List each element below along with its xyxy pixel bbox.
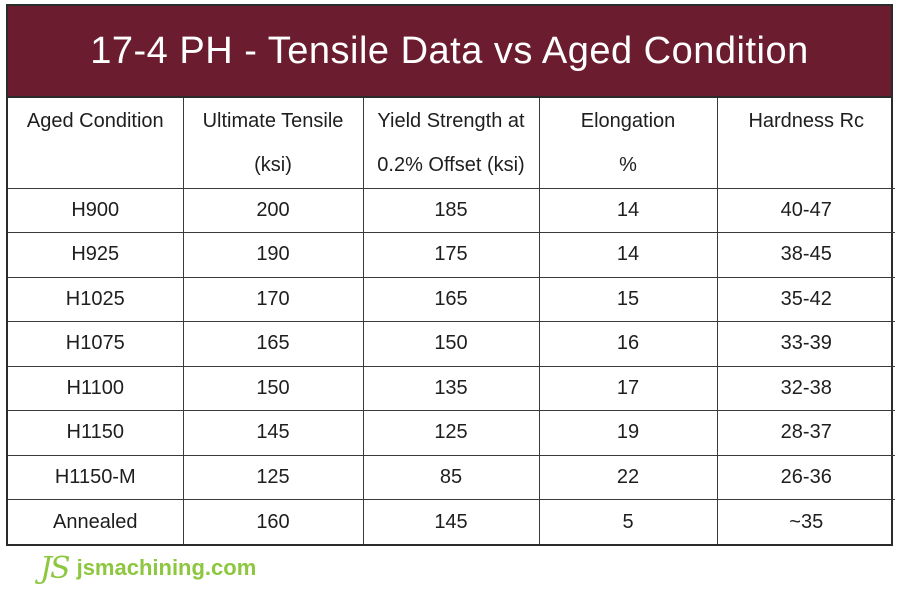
header-text: Hardness Rc xyxy=(748,110,865,132)
page-title: 17-4 PH - Tensile Data vs Aged Condition xyxy=(90,29,809,72)
cell-elongation: 14 xyxy=(538,187,718,233)
header-text: (ksi) xyxy=(254,154,292,176)
header-elongation: Elongation % xyxy=(538,98,718,189)
tensile-data-table: Aged Condition Ultimate Tensile (ksi) Yi… xyxy=(8,98,895,544)
cell-yield-strength: 145 xyxy=(362,499,540,544)
cell-hardness: 38-45 xyxy=(716,232,895,278)
header-row: Aged Condition Ultimate Tensile (ksi) Yi… xyxy=(8,98,895,189)
cell-elongation: 19 xyxy=(538,410,718,456)
cell-ultimate-tensile: 190 xyxy=(182,232,364,278)
tensile-data-table-frame: 17-4 PH - Tensile Data vs Aged Condition… xyxy=(6,4,895,546)
cell-elongation: 16 xyxy=(538,321,718,367)
cell-hardness: 35-42 xyxy=(716,276,895,322)
table-row: H1100 150 135 17 32-38 xyxy=(8,365,895,411)
header-yield-strength: Yield Strength at 0.2% Offset (ksi) xyxy=(362,98,540,189)
cell-hardness: 32-38 xyxy=(716,365,895,411)
header-text: Ultimate Tensile xyxy=(202,110,344,132)
cell-ultimate-tensile: 200 xyxy=(182,187,364,233)
cell-hardness: 28-37 xyxy=(716,410,895,456)
cell-ultimate-tensile: 150 xyxy=(182,365,364,411)
cell-yield-strength: 150 xyxy=(362,321,540,367)
cell-aged-condition: H925 xyxy=(8,232,184,278)
cell-aged-condition: H1100 xyxy=(8,365,184,411)
header-text: 0.2% Offset (ksi) xyxy=(377,154,525,176)
cell-yield-strength: 135 xyxy=(362,365,540,411)
cell-aged-condition: H900 xyxy=(8,187,184,233)
cell-yield-strength: 175 xyxy=(362,232,540,278)
table-row: H1150-M 125 85 22 26-36 xyxy=(8,454,895,500)
header-ultimate-tensile: Ultimate Tensile (ksi) xyxy=(182,98,364,189)
cell-ultimate-tensile: 170 xyxy=(182,276,364,322)
cell-elongation: 15 xyxy=(538,276,718,322)
cell-aged-condition: H1150-M xyxy=(8,454,184,500)
header-hardness: Hardness Rc xyxy=(716,98,895,189)
table-row: H1150 145 125 19 28-37 xyxy=(8,410,895,456)
cell-ultimate-tensile: 160 xyxy=(182,499,364,544)
cell-elongation: 22 xyxy=(538,454,718,500)
table-row: H1025 170 165 15 35-42 xyxy=(8,276,895,322)
cell-elongation: 5 xyxy=(538,499,718,544)
table-row: Annealed 160 145 5 ~35 xyxy=(8,499,895,544)
header-text: Aged Condition xyxy=(26,110,164,132)
cell-hardness: 26-36 xyxy=(716,454,895,500)
cell-aged-condition: H1025 xyxy=(8,276,184,322)
cell-aged-condition: H1075 xyxy=(8,321,184,367)
cell-hardness: 33-39 xyxy=(716,321,895,367)
header-text: Yield Strength at xyxy=(377,110,525,132)
table-row: H925 190 175 14 38-45 xyxy=(8,232,895,278)
title-bar: 17-4 PH - Tensile Data vs Aged Condition xyxy=(8,6,891,98)
header-aged-condition: Aged Condition xyxy=(8,98,184,189)
cell-ultimate-tensile: 125 xyxy=(182,454,364,500)
cell-aged-condition: Annealed xyxy=(8,499,184,544)
cell-elongation: 14 xyxy=(538,232,718,278)
header-text: Elongation xyxy=(580,110,676,132)
cell-hardness: ~35 xyxy=(716,499,895,544)
js-logo-icon: JS xyxy=(40,550,71,586)
cell-ultimate-tensile: 145 xyxy=(182,410,364,456)
site-url: jsmachining.com xyxy=(76,555,257,580)
cell-yield-strength: 185 xyxy=(362,187,540,233)
table-row: H900 200 185 14 40-47 xyxy=(8,187,895,233)
cell-ultimate-tensile: 165 xyxy=(182,321,364,367)
cell-yield-strength: 125 xyxy=(362,410,540,456)
cell-hardness: 40-47 xyxy=(716,187,895,233)
cell-aged-condition: H1150 xyxy=(8,410,184,456)
cell-yield-strength: 165 xyxy=(362,276,540,322)
table-row: H1075 165 150 16 33-39 xyxy=(8,321,895,367)
cell-elongation: 17 xyxy=(538,365,718,411)
brand-watermark: JS jsmachining.com xyxy=(40,548,256,588)
cell-yield-strength: 85 xyxy=(362,454,540,500)
header-text: % xyxy=(619,154,637,176)
